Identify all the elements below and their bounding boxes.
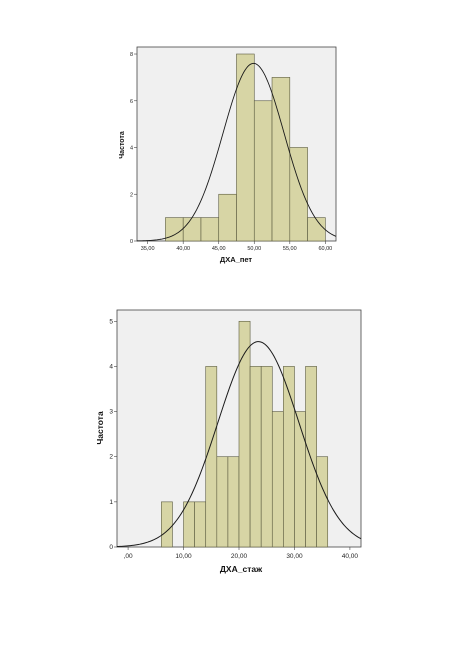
y-tick-label: 6 <box>130 99 133 105</box>
x-tick-label: 10,00 <box>175 553 192 560</box>
histogram-bar <box>183 501 195 548</box>
histogram-bar <box>161 501 173 548</box>
x-tick-label: 30,00 <box>286 553 303 560</box>
histogram-bar <box>307 217 326 242</box>
y-tick-label: 5 <box>109 318 113 325</box>
histogram-bar <box>305 366 317 548</box>
histogram-bar <box>194 501 207 548</box>
x-tick-label: 60,00 <box>318 246 332 252</box>
histogram-bar <box>253 100 273 242</box>
histogram-bar <box>216 456 229 548</box>
bars-group <box>161 320 329 548</box>
histogram-bar <box>218 193 237 242</box>
x-tick-label: 40,00 <box>342 553 359 560</box>
normal-curve <box>116 341 362 548</box>
y-axis-ticks: 0 1 2 3 4 5 <box>109 318 117 551</box>
y-tick-label: 4 <box>130 146 133 152</box>
y-tick-label: 1 <box>109 499 113 506</box>
histogram-bar <box>249 366 262 548</box>
x-axis-ticks: 35,00 40,00 45,00 50,00 55,00 60,00 <box>141 241 332 252</box>
y-tick-label: 2 <box>109 454 113 461</box>
histogram-chart-dha-pet: 35,00 40,00 45,00 50,00 55,00 60,00 0 2 4 6 8 ДХА… <box>119 46 337 264</box>
x-axis-ticks: ,00 10,00 20,00 30,00 40,00 <box>124 547 359 560</box>
x-axis-label: ДХА_пет <box>220 255 253 264</box>
histogram-bar <box>260 366 273 548</box>
x-tick-label: 50,00 <box>247 246 261 252</box>
y-tick-label: 0 <box>109 544 113 551</box>
histogram-bar <box>271 411 284 548</box>
bars-group <box>165 53 326 242</box>
x-tick-label: 35,00 <box>141 246 155 252</box>
x-tick-label: ,00 <box>124 553 133 560</box>
x-tick-label: 45,00 <box>212 246 226 252</box>
y-tick-label: 8 <box>130 52 133 58</box>
histogram-bar <box>316 456 329 548</box>
histogram-bar <box>182 217 202 242</box>
histogram-bar <box>238 320 251 548</box>
x-tick-label: 55,00 <box>283 246 297 252</box>
x-tick-label: 40,00 <box>176 246 190 252</box>
x-tick-label: 20,00 <box>231 553 248 560</box>
y-axis-ticks: 0 2 4 6 8 <box>130 52 137 245</box>
histogram-bar <box>200 217 220 242</box>
histogram-bar <box>205 366 218 548</box>
y-axis-label: Частота <box>119 131 126 159</box>
histogram-bar <box>289 147 308 242</box>
histogram-bar <box>294 411 306 548</box>
y-tick-label: 0 <box>130 239 133 245</box>
normal-curve <box>136 62 337 242</box>
y-axis-label: Частота <box>95 411 105 445</box>
x-axis-label: ДХА_стаж <box>220 564 263 574</box>
histogram-bar <box>227 456 240 548</box>
y-tick-label: 4 <box>109 363 113 370</box>
y-tick-label: 3 <box>109 409 113 416</box>
y-tick-label: 2 <box>130 192 133 198</box>
